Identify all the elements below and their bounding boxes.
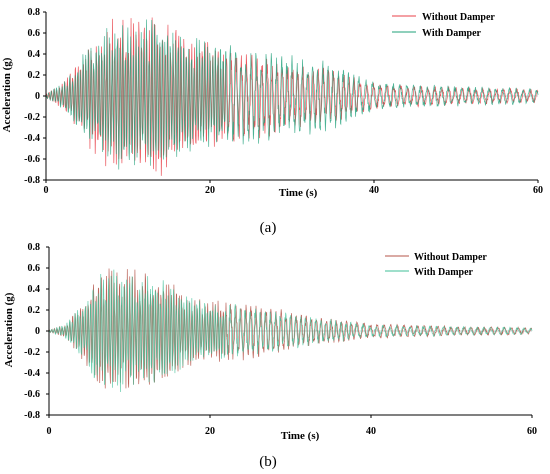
x-tick-label: 40: [369, 185, 379, 196]
x-tick-label: 0: [44, 185, 49, 196]
plot-area-b: [46, 246, 533, 418]
y-tick-label: -0.6: [24, 389, 40, 400]
y-tick-label: 0: [35, 326, 40, 337]
y-tick-label: 0.6: [28, 263, 41, 274]
series-line-with-damper: [48, 269, 533, 392]
x-tick-label: 60: [527, 426, 537, 437]
panel-caption-a: (a): [260, 220, 277, 236]
legend-label-without-damper: Without Damper: [414, 252, 487, 263]
x-tick-label: 60: [533, 185, 543, 196]
x-tick-label: 20: [205, 185, 215, 196]
y-tick-label: -0.8: [24, 410, 40, 421]
legend-label-with-damper: With Damper: [414, 267, 474, 278]
series-line-without-damper: [45, 17, 539, 176]
x-axis-label: Time (s): [279, 187, 318, 199]
x-tick-label: 40: [366, 426, 376, 437]
panel-caption-b: (b): [259, 454, 277, 470]
y-tick-label: 0.6: [28, 28, 41, 39]
x-tick-label: 0: [47, 426, 52, 437]
chart-panel-a: 0.8 0.6 0.4 0.2 0 -0.2 -0.4 -0.6 -0.8 0 …: [1, 7, 543, 236]
y-tick-label: 0.2: [28, 70, 41, 81]
y-tick-label: -0.2: [24, 347, 40, 358]
y-tick-label: 0: [35, 91, 40, 102]
chart-panel-b: 0.8 0.6 0.4 0.2 0 -0.2 -0.4 -0.6 -0.8 0 …: [3, 242, 537, 470]
legend: Without Damper With Damper: [385, 252, 487, 278]
y-tick-label: 0.4: [28, 49, 41, 60]
plot-area-a: [43, 11, 539, 183]
y-tick-label: 0.4: [28, 284, 41, 295]
y-axis-label: Acceleration (g): [1, 57, 13, 132]
y-tick-label: 0.8: [28, 7, 41, 18]
legend: Without Damper With Damper: [392, 12, 495, 39]
x-tick-label: 20: [205, 426, 215, 437]
x-axis-label: Time (s): [281, 430, 320, 442]
y-tick-label: 0.8: [28, 242, 41, 253]
y-tick-label: -0.8: [24, 175, 40, 186]
y-tick-label: -0.4: [24, 368, 40, 379]
series-line-with-damper: [45, 19, 539, 170]
y-tick-label: -0.6: [24, 154, 40, 165]
y-tick-label: 0.2: [28, 305, 41, 316]
y-tick-label: -0.2: [24, 112, 40, 123]
y-axis-label: Acceleration (g): [3, 292, 15, 367]
legend-label-without-damper: Without Damper: [422, 12, 495, 23]
legend-label-with-damper: With Damper: [422, 28, 482, 39]
y-tick-label: -0.4: [24, 133, 40, 144]
